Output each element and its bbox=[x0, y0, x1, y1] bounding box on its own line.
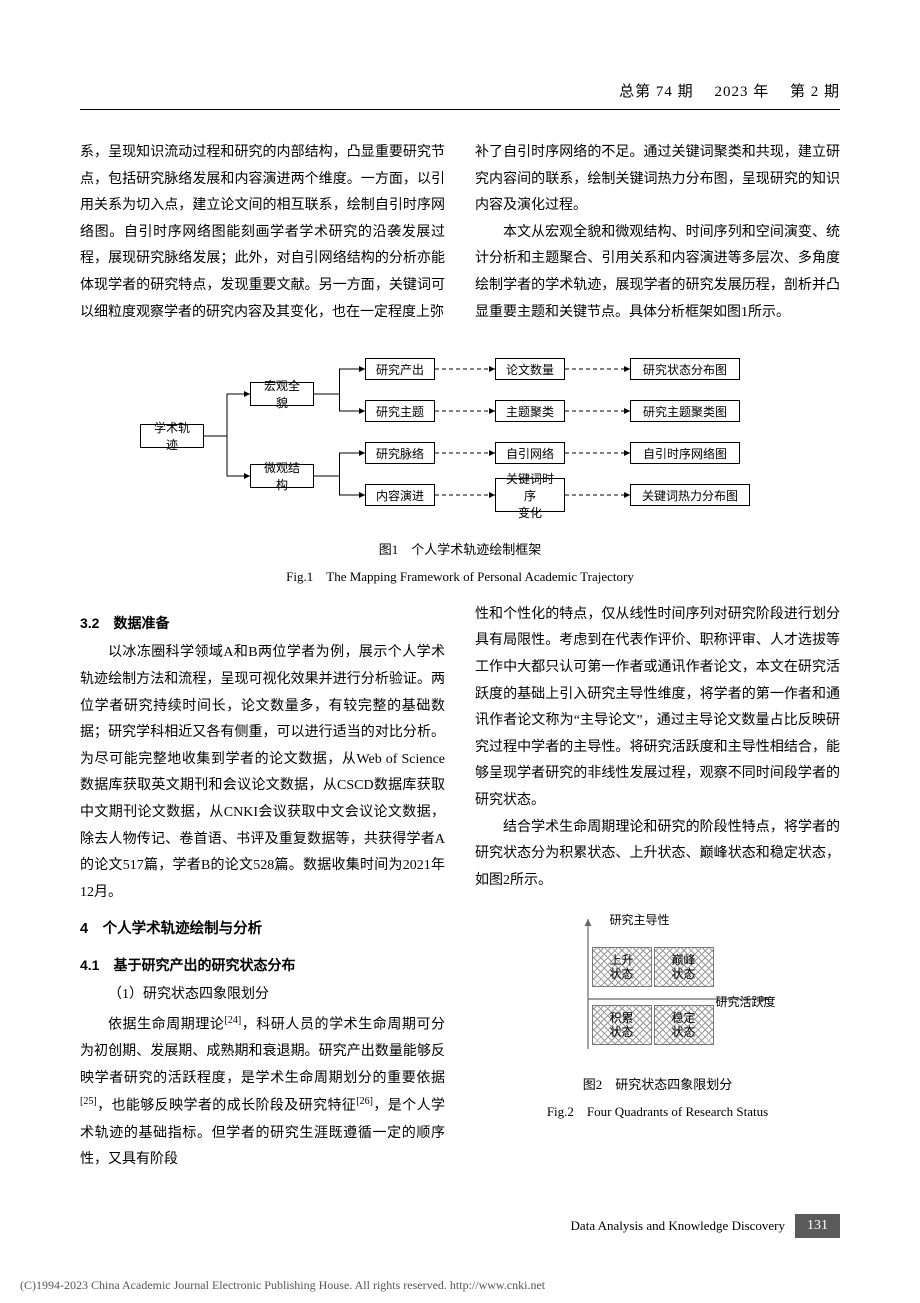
flow-node-netfig: 自引时序网络图 bbox=[630, 442, 740, 464]
page-header: 总第 74 期 2023 年 第 2 期 bbox=[80, 80, 840, 110]
flow-node-macro: 宏观全貌 bbox=[250, 382, 314, 406]
quadrant-bottom-right: 稳定 状态 bbox=[654, 1005, 714, 1045]
flow-node-context: 研究脉络 bbox=[365, 442, 435, 464]
flow-node-papers: 论文数量 bbox=[495, 358, 565, 380]
figure-2-caption-en: Fig.2 Four Quadrants of Research Status bbox=[475, 1102, 840, 1123]
flow-node-topic: 研究主题 bbox=[365, 400, 435, 422]
sec-4-1-head: 4.1 基于研究产出的研究状态分布 bbox=[80, 952, 445, 979]
intro-right-p1: 补了自引时序网络的不足。通过关键词聚类和共现，建立研究内容间的联系，绘制关键词热… bbox=[475, 140, 840, 220]
sec-3-2-head: 3.2 数据准备 bbox=[80, 610, 445, 637]
flow-node-micro: 微观结构 bbox=[250, 464, 314, 488]
copyright-line: (C)1994-2023 China Academic Journal Elec… bbox=[0, 1258, 920, 1303]
flow-node-heatfig: 关键词热力分布图 bbox=[630, 484, 750, 506]
sec-4-1-right-p1: 性和个性化的特点，仅从线性时间序列对研究阶段进行划分具有局限性。考虑到在代表作评… bbox=[475, 602, 840, 815]
flow-node-out: 研究产出 bbox=[365, 358, 435, 380]
fig2-y-axis-label: 研究主导性 bbox=[610, 909, 670, 932]
flow-node-statefig: 研究状态分布图 bbox=[630, 358, 740, 380]
body-columns: 3.2 数据准备 以冰冻圈科学领域A和B两位学者为例，展示个人学术轨迹绘制方法和… bbox=[80, 602, 840, 1174]
journal-name: Data Analysis and Knowledge Discovery bbox=[571, 1218, 785, 1234]
sec-4-head: 4 个人学术轨迹绘制与分析 bbox=[80, 916, 445, 944]
page-number: 131 bbox=[795, 1214, 840, 1238]
intro-right-p2: 本文从宏观全貌和微观结构、时间序列和空间演变、统计分析和主题聚合、引用关系和内容… bbox=[475, 220, 840, 326]
flow-node-topicfig: 研究主题聚类图 bbox=[630, 400, 740, 422]
sec-4-1-left-body: 依据生命周期理论[24]，科研人员的学术生命周期可分为初创期、发展期、成熟期和衰… bbox=[80, 1011, 445, 1174]
flow-node-root: 学术轨迹 bbox=[140, 424, 204, 448]
issue-year: 2023 年 bbox=[714, 84, 769, 100]
quadrant-bottom-left: 积累 状态 bbox=[592, 1005, 652, 1045]
page-footer: Data Analysis and Knowledge Discovery 13… bbox=[80, 1214, 840, 1238]
flow-node-selfnet: 自引网络 bbox=[495, 442, 565, 464]
sec-4-1-right-p2: 结合学术生命周期理论和研究的阶段性特点，将学者的研究状态分为积累状态、上升状态、… bbox=[475, 815, 840, 895]
flow-node-cluster: 主题聚类 bbox=[495, 400, 565, 422]
flow-node-kwtime: 关键词时序 变化 bbox=[495, 478, 565, 512]
fig2-x-axis-label: 研究活跃度 bbox=[716, 991, 776, 1014]
figure-2: 研究主导性 研究活跃度 上升 状态 巅峰 状态 积累 状态 稳定 状态 图2 研… bbox=[475, 909, 840, 1123]
figure-1-caption-en: Fig.1 The Mapping Framework of Personal … bbox=[80, 567, 840, 588]
quadrant-top-left: 上升 状态 bbox=[592, 947, 652, 987]
sec-3-2-body: 以冰冻圈科学领域A和B两位学者为例，展示个人学术轨迹绘制方法和流程，呈现可视化效… bbox=[80, 640, 445, 906]
figure-1-caption-zh: 图1 个人学术轨迹绘制框架 bbox=[80, 540, 840, 561]
figure-1: 学术轨迹 宏观全貌微观结构 研究产出研究主题研究脉络内容演进 论文数量主题聚类自引网络… bbox=[80, 344, 840, 588]
quadrant-top-right: 巅峰 状态 bbox=[654, 947, 714, 987]
figure-2-caption-zh: 图2 研究状态四象限划分 bbox=[475, 1075, 840, 1096]
intro-left: 系，呈现知识流动过程和研究的内部结构，凸显重要研究节点，包括研究脉络发展和内容演… bbox=[80, 140, 445, 326]
intro-columns: 系，呈现知识流动过程和研究的内部结构，凸显重要研究节点，包括研究脉络发展和内容演… bbox=[80, 140, 840, 326]
issue-no: 第 2 期 bbox=[790, 84, 840, 100]
flow-node-content: 内容演进 bbox=[365, 484, 435, 506]
issue-total: 总第 74 期 bbox=[619, 84, 694, 100]
sec-4-1-item1: （1）研究状态四象限划分 bbox=[80, 982, 445, 1009]
